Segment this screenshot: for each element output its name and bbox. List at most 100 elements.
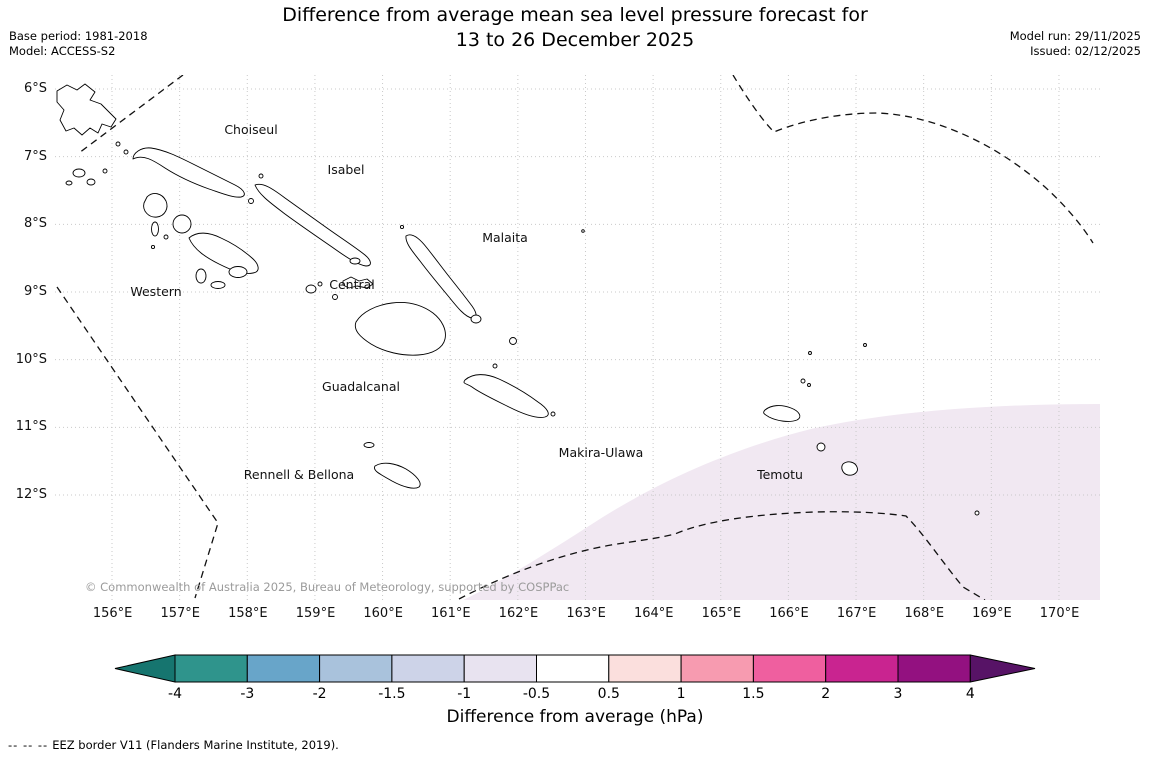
islet xyxy=(258,173,264,179)
islet xyxy=(800,378,806,384)
anomaly-shaded-region xyxy=(463,404,1100,600)
region-label: Malaita xyxy=(482,230,528,245)
colorbar-tick-label: -2 xyxy=(312,686,327,702)
lon-tick-label: 157°E xyxy=(160,606,200,621)
region-label: Guadalcanal xyxy=(322,379,400,394)
lat-tick-label: 6°S xyxy=(23,81,47,96)
region-label: Western xyxy=(130,284,182,299)
lon-tick-label: 169°E xyxy=(972,606,1012,621)
islet xyxy=(102,168,108,174)
islet xyxy=(123,149,129,155)
eez-border-northwest xyxy=(78,75,184,154)
island-vella-lavella xyxy=(143,193,168,218)
island-nendo xyxy=(763,405,801,422)
islet xyxy=(399,224,405,230)
colorbar-tick-label: -1.5 xyxy=(378,686,406,702)
island-bellona xyxy=(363,442,375,448)
island-isabel xyxy=(254,183,371,267)
islet xyxy=(150,244,156,250)
islet xyxy=(863,343,867,347)
eez-borders-layer xyxy=(56,75,1094,600)
island-vanikoro xyxy=(841,461,858,476)
lon-tick-label: 167°E xyxy=(836,606,877,621)
map-canvas xyxy=(55,75,1100,600)
islet xyxy=(86,178,96,186)
colorbar-segment xyxy=(463,654,538,683)
map-copyright: © Commonwealth of Australia 2025, Bureau… xyxy=(85,580,570,594)
colorbar-svg xyxy=(114,654,1036,683)
colorbar-tick-label: 1 xyxy=(676,686,686,702)
model-info-right: Model run: 29/11/2025 Issued: 02/12/2025 xyxy=(1010,29,1141,59)
islet xyxy=(72,168,86,178)
lon-tick-label: 170°E xyxy=(1039,606,1080,621)
colorbar-left-arrow xyxy=(114,654,176,683)
islet xyxy=(317,281,323,287)
lon-tick-label: 160°E xyxy=(363,606,403,621)
colorbar-axis-label: Difference from average (hPa) xyxy=(446,707,704,727)
islands-layer xyxy=(56,83,980,516)
island-rennell xyxy=(374,462,421,489)
island-new-georgia xyxy=(188,232,259,274)
island-choiseul xyxy=(132,147,245,198)
colorbar-tick-label: -4 xyxy=(168,686,182,702)
colorbar-segment xyxy=(680,654,754,683)
islet xyxy=(581,229,585,233)
model-run-label: Model run: 29/11/2025 xyxy=(1009,29,1141,43)
islet xyxy=(305,284,317,294)
island-utupua xyxy=(816,442,826,452)
eez-border-northeast xyxy=(732,75,1094,244)
region-label: Makira-Ulawa xyxy=(558,445,644,460)
colorbar-tick-label: 2 xyxy=(821,686,831,702)
island-guadalcanal xyxy=(354,302,446,356)
eez-legend-note: -- -- -- EEZ border V11 (Flanders Marine … xyxy=(8,738,339,752)
colorbar-tick-label: 4 xyxy=(965,686,975,702)
page-title: Difference from average mean sea level p… xyxy=(0,3,1150,53)
colorbar-segment xyxy=(391,654,465,683)
region-label: Central xyxy=(329,277,375,292)
islet xyxy=(195,268,207,284)
colorbar-segment xyxy=(897,654,971,683)
lon-tick-label: 158°E xyxy=(228,606,268,621)
eez-note-text: EEZ border V11 (Flanders Marine Institut… xyxy=(52,738,339,752)
lon-tick-label: 161°E xyxy=(431,606,471,621)
lon-tick-label: 162°E xyxy=(498,606,539,621)
colorbar-tick-label: -0.5 xyxy=(522,686,551,702)
lon-tick-label: 156°E xyxy=(92,606,133,621)
lat-tick-label: 9°S xyxy=(23,284,47,299)
islet xyxy=(470,314,482,324)
lat-tick-label: 12°S xyxy=(15,487,47,503)
islet xyxy=(228,266,248,278)
eez-border-southeast xyxy=(458,511,986,600)
lat-tick-label: 10°S xyxy=(15,351,47,367)
island-kolombangara xyxy=(172,214,192,234)
islet xyxy=(349,257,361,265)
title-line-2: 13 to 26 December 2025 xyxy=(455,29,695,51)
islet xyxy=(808,351,812,355)
islet xyxy=(163,234,169,240)
island-nggela xyxy=(342,276,374,289)
model-label: Model: ACCESS-S2 xyxy=(9,44,116,58)
colorbar-tick-label: -3 xyxy=(240,686,255,702)
colorbar-tick-label: 0.5 xyxy=(597,686,620,702)
lon-tick-label: 168°E xyxy=(904,606,945,621)
islet xyxy=(65,180,73,186)
issued-label: Issued: 02/12/2025 xyxy=(1030,44,1141,58)
islet xyxy=(492,363,498,369)
title-line-1: Difference from average mean sea level p… xyxy=(282,4,868,26)
colorbar-tick-label: 3 xyxy=(893,686,903,702)
colorbar-segment xyxy=(825,654,899,683)
colorbar-segment xyxy=(608,654,682,683)
islet xyxy=(248,198,254,204)
eez-border-southwest xyxy=(56,286,219,599)
base-period-label: Base period: 1981-2018 xyxy=(9,29,148,43)
island-tikopia xyxy=(974,510,980,516)
islet xyxy=(332,294,338,300)
lat-tick-label: 11°S xyxy=(15,419,47,435)
region-label: Choiseul xyxy=(224,122,278,137)
island-makira xyxy=(463,374,549,418)
islet xyxy=(115,141,121,147)
colorbar-right-arrow xyxy=(969,654,1036,683)
region-label: Isabel xyxy=(327,162,365,177)
lon-tick-label: 164°E xyxy=(633,606,674,621)
